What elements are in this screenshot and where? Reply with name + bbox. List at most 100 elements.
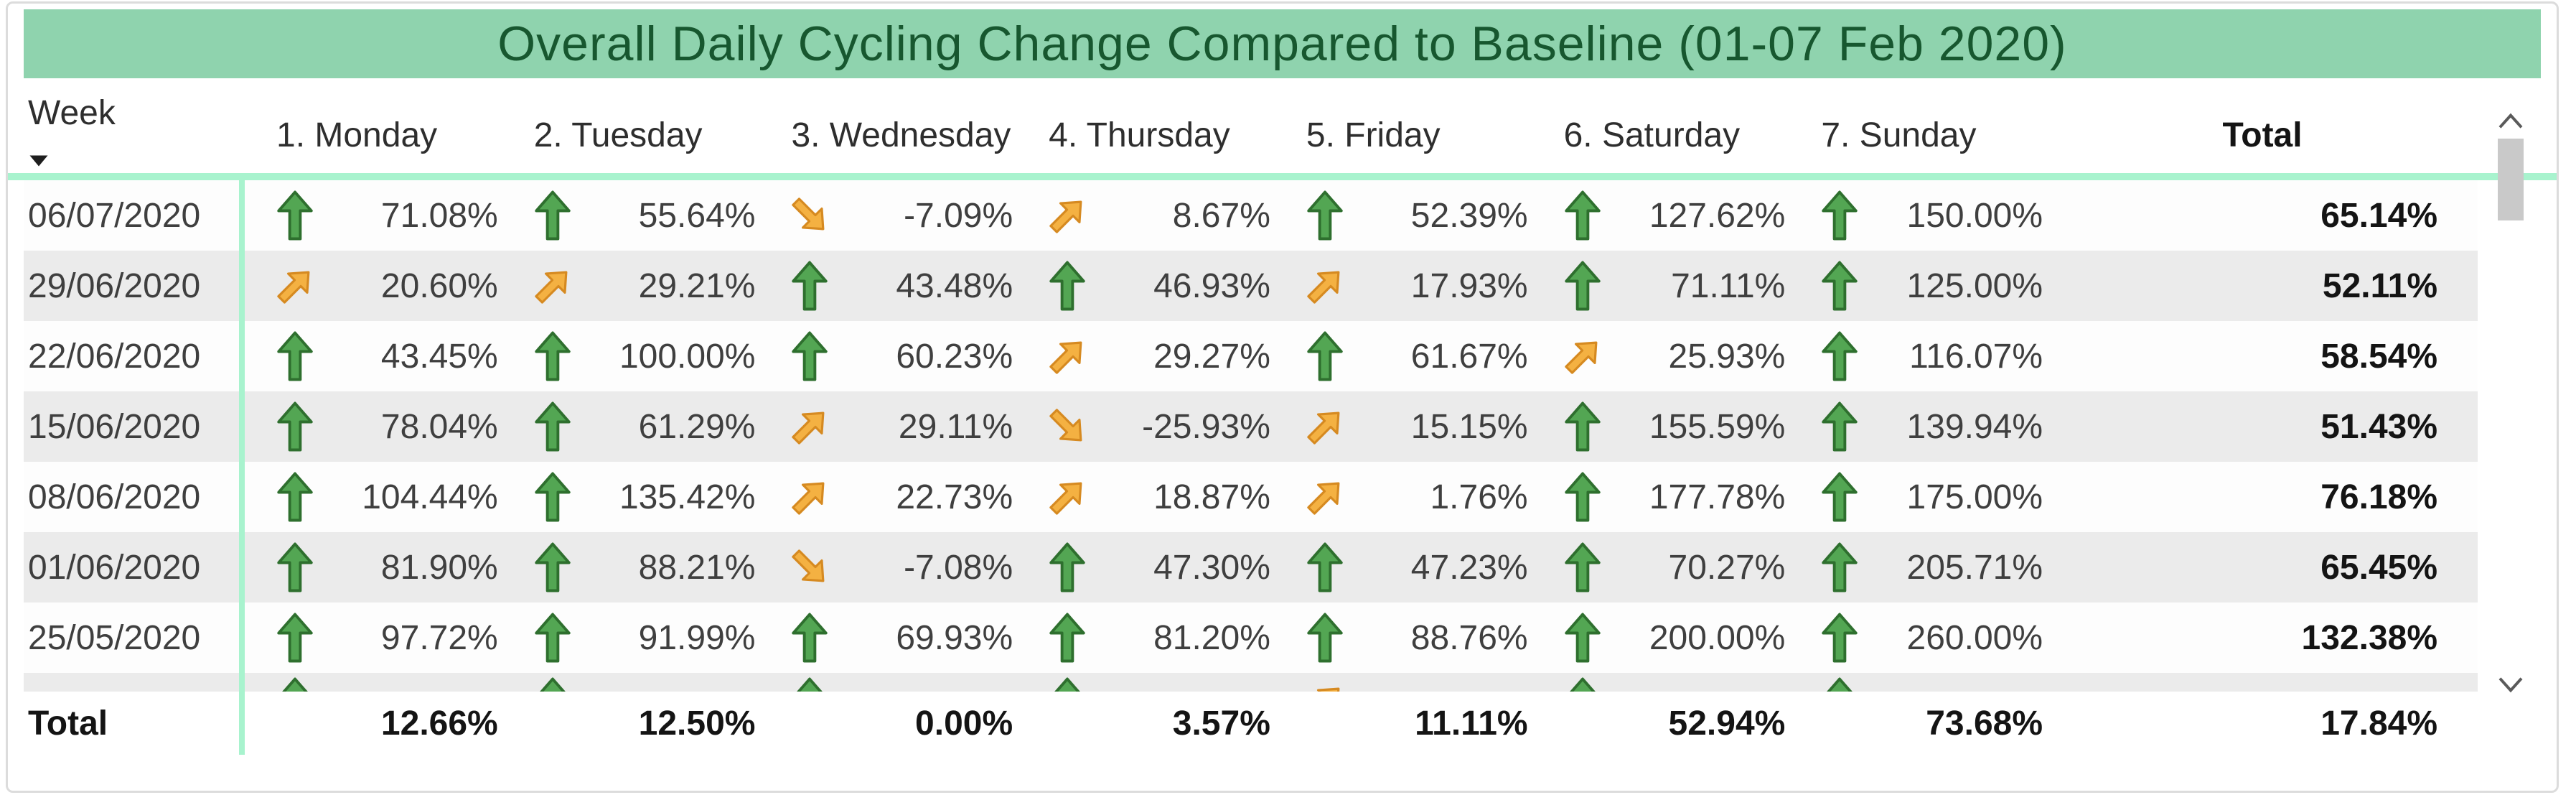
row-total-value: 76.18% [2320,478,2438,516]
table-row: 08/06/2020 104.44% 135.42% 22.73% 18.87% 1.76… [24,462,2478,532]
column-header-week-label: Week [28,94,116,132]
cell-1-monday [245,673,502,692]
cell-value: 15.15% [1410,407,1528,446]
trend-up-icon [1049,611,1100,664]
table-visual-card: Overall Daily Cycling Change Compared to… [6,1,2559,793]
cell-value: 71.08% [380,196,498,235]
trend-up-icon [1821,611,1873,664]
column-header-6-saturday[interactable]: 6. Saturday [1563,116,1741,154]
cell-2-tuesday: 100.00% [502,321,760,391]
trend-up-right-icon [1049,189,1100,242]
trend-up-icon [1306,611,1358,664]
row-total-value: 65.45% [2320,548,2438,587]
cell-value: 43.48% [896,266,1013,305]
cell-3-wednesday [759,673,1017,692]
cell-value: 260.00% [1906,618,2043,657]
trend-up-icon [534,541,586,594]
trend-up-icon [534,676,586,692]
cell-7-sunday [1789,673,2047,692]
cell-7-sunday: 150.00% [1789,180,2047,251]
cell-1-monday: 97.72% [245,603,502,673]
trend-up-right-icon [534,259,586,312]
grand-total-value: 17.84% [2320,704,2438,743]
vertical-scrollbar[interactable] [2493,103,2528,697]
cell-4-thursday: 81.20% [1017,603,1275,673]
column-header-1-monday[interactable]: 1. Monday [276,116,438,154]
trend-up-right-icon [1306,259,1358,312]
table-row-partial [24,673,2478,692]
trend-up-icon [1049,676,1100,692]
trend-up-icon [1306,330,1358,383]
column-header-2-tuesday[interactable]: 2. Tuesday [533,116,703,154]
column-header-7-sunday[interactable]: 7. Sunday [1821,116,1977,154]
cell-value: 81.90% [380,548,498,587]
trend-up-icon [791,611,843,664]
column-header-total[interactable]: Total [2222,116,2303,154]
cell-value: 150.00% [1906,196,2043,235]
cell-5-friday: 17.93% [1275,251,1532,321]
cell-value: 29.21% [638,266,756,305]
trend-up-icon [534,611,586,664]
column-header-5-friday[interactable]: 5. Friday [1306,116,1441,154]
cell-value: 205.71% [1906,548,2043,587]
column-header-4-thursday[interactable]: 4. Thursday [1049,116,1230,154]
cell-value: 135.42% [619,478,756,516]
cell-6-saturday: 200.00% [1532,603,1790,673]
trend-up-icon [276,400,328,453]
cell-1-monday: 43.45% [245,321,502,391]
cell-value: 104.44% [362,478,498,516]
cell-6-saturday: 70.27% [1532,532,1790,603]
week-cell: 15/06/2020 [24,391,245,462]
cell-7-sunday: 116.07% [1789,321,2047,391]
week-cell [24,673,245,692]
trend-up-icon [1564,470,1616,524]
cell-value: 71.11% [1671,266,1786,305]
cell-value: 177.78% [1649,478,1786,516]
cell-value: 20.60% [380,266,498,305]
cell-7-sunday: 139.94% [1789,391,2047,462]
cell-5-friday: 52.39% [1275,180,1532,251]
week-cell: 08/06/2020 [24,462,245,532]
cell-value: 22.73% [896,478,1013,516]
week-cell: 22/06/2020 [24,321,245,391]
cell-value: -7.09% [904,196,1013,235]
table-body: 06/07/2020 71.08% 55.64% -7.09% 8.67% 52.39% 1… [24,180,2478,673]
cell-value: 88.76% [1410,618,1528,657]
week-cell: 06/07/2020 [24,180,245,251]
cell-value: 1.76% [1430,478,1528,516]
cell-5-friday [1275,673,1532,692]
cell-4-thursday: 47.30% [1017,532,1275,603]
row-total-value [2047,673,2478,692]
table-total-row: Total 12.66% 12.50% 0.00% 3.57% 11.11% 52.94% 7… [24,692,2478,755]
cell-value: 18.87% [1153,478,1270,516]
trend-up-icon [276,611,328,664]
matrix-table: Week 1. Monday 2. Tuesday 3. Wednesday 4. Th… [8,94,2557,755]
cell-value: 127.62% [1649,196,1786,235]
trend-up-icon [1564,259,1616,312]
cell-1-monday: 71.08% [245,180,502,251]
chevron-down-icon[interactable] [2496,671,2525,697]
cell-value: 200.00% [1649,618,1786,657]
cell-value: 81.20% [1153,618,1270,657]
cell-value: 88.21% [638,548,756,587]
cell-5-friday: 15.15% [1275,391,1532,462]
cell-value: 47.23% [1410,548,1528,587]
trend-up-right-icon [791,400,843,453]
total-cell-4-thursday: 3.57% [1172,704,1270,743]
chevron-up-icon[interactable] [2496,108,2525,134]
column-header-3-wednesday[interactable]: 3. Wednesday [791,116,1011,154]
cell-value: 155.59% [1649,407,1786,446]
cell-value: 43.45% [380,337,498,376]
column-header-week[interactable]: Week [24,94,245,173]
cell-value: 29.11% [898,407,1013,446]
trend-up-right-icon [791,470,843,524]
cell-6-saturday: 155.59% [1532,391,1790,462]
trend-up-icon [1049,259,1100,312]
cell-3-wednesday: 29.11% [759,391,1017,462]
week-cell: 01/06/2020 [24,532,245,603]
trend-up-icon [534,400,586,453]
scrollbar-thumb[interactable] [2498,139,2524,220]
cell-value: -25.93% [1142,407,1270,446]
cell-7-sunday: 205.71% [1789,532,2047,603]
